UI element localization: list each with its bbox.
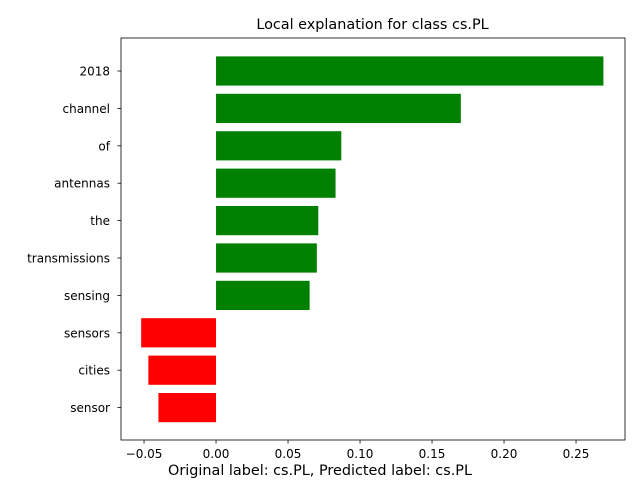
x-tick-label: 0.05 <box>275 447 302 461</box>
bar-sensor <box>158 393 217 423</box>
chart-caption: Original label: cs.PL, Predicted label: … <box>168 463 472 479</box>
bar-transmissions <box>216 243 317 273</box>
bar-sensors <box>141 318 217 348</box>
bars-group <box>141 56 604 423</box>
bar-2018 <box>216 56 604 86</box>
bar-antennas <box>216 168 336 198</box>
x-tick-label: 0.10 <box>347 447 374 461</box>
y-tick-label: cities <box>78 364 110 378</box>
y-tick-label: channel <box>63 102 110 116</box>
bar-channel <box>216 93 461 123</box>
x-tick-label: 0.00 <box>203 447 230 461</box>
y-tick-label: sensing <box>64 289 110 303</box>
x-tick-label: 0.20 <box>491 447 518 461</box>
bar-sensing <box>216 280 310 310</box>
bar-the <box>216 206 319 236</box>
x-tick-label: 0.25 <box>563 447 590 461</box>
bar-of <box>216 131 342 161</box>
plot-area-frame <box>120 37 626 441</box>
x-tick-label: 0.15 <box>419 447 446 461</box>
x-tick-label: −0.05 <box>126 447 163 461</box>
y-tick-label: 2018 <box>79 65 110 79</box>
y-tick-label: sensor <box>70 401 110 415</box>
y-tick-label: of <box>98 139 110 153</box>
y-axis-ticks: 2018 channel of antennas the transmissions sen… <box>27 65 121 415</box>
y-tick-label: sensors <box>64 326 110 340</box>
y-tick-label: antennas <box>54 177 110 191</box>
bar-cities <box>148 355 217 385</box>
chart-title: Local explanation for class cs.PL <box>256 17 488 33</box>
y-tick-label: transmissions <box>27 252 110 266</box>
x-axis-ticks: −0.05 0.00 0.05 0.10 0.15 0.20 0.25 <box>126 440 590 461</box>
y-tick-label: the <box>90 214 110 228</box>
